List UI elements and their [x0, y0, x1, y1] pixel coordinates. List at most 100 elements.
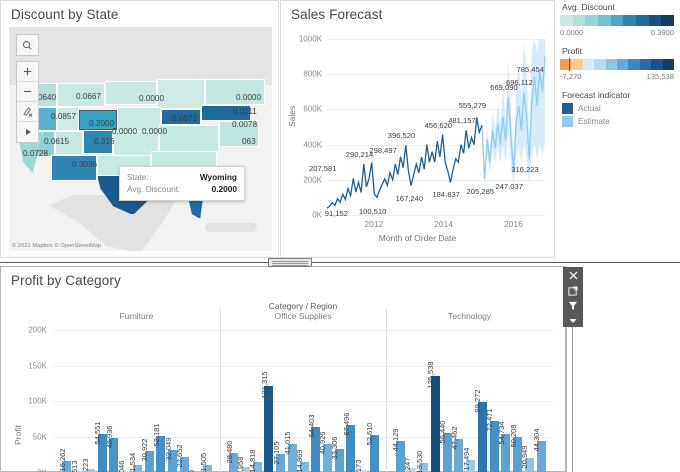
bar-value-label: 50,208: [508, 424, 518, 448]
ramp-step: [582, 59, 595, 70]
forecast-y-tick: 400K: [303, 140, 322, 150]
profit-min: -7,270: [560, 72, 582, 81]
state-value-label: 0.0728: [23, 149, 49, 158]
state-value-label: 0.0000: [142, 127, 168, 136]
ramp-step: [628, 59, 640, 70]
profit-bar[interactable]: 28,480: [225, 440, 239, 472]
profit-bar[interactable]: 22,652: [175, 444, 189, 472]
dropdown-icon[interactable]: [565, 314, 581, 327]
state-mt[interactable]: [57, 83, 105, 107]
gridline: [327, 109, 545, 111]
profit-bar[interactable]: 33,306: [330, 437, 344, 472]
category-group-header: Office Supplies: [274, 311, 332, 321]
profit-bar[interactable]: 6,223: [81, 458, 95, 472]
state-value-label: 0.0615: [44, 137, 70, 146]
bar-value-label: 135,538: [426, 361, 436, 389]
zoom-in-icon[interactable]: [17, 62, 38, 82]
profit-bar[interactable]: 72,471: [485, 409, 499, 472]
state-va-nc[interactable]: [219, 121, 259, 147]
profit-bar[interactable]: 52,610: [365, 423, 379, 472]
discount-color-ramp[interactable]: [560, 15, 675, 26]
profit-panel-title: Profit by Category: [11, 273, 121, 288]
ramp-step: [605, 59, 618, 70]
profit-bar[interactable]: 47,462: [450, 427, 464, 472]
resize-handle[interactable]: [268, 258, 312, 267]
state-id[interactable]: [57, 107, 79, 131]
state-midatlantic[interactable]: [159, 125, 219, 153]
profit-bar[interactable]: 4,173: [354, 460, 368, 472]
state-az-nm[interactable]: [51, 155, 97, 181]
profit-bar[interactable]: 48,936: [105, 425, 119, 472]
profit-bar[interactable]: 32,049: [164, 438, 178, 472]
profit-bar[interactable]: 54,551: [93, 421, 107, 472]
actual-swatch: [562, 103, 573, 114]
profit-bar[interactable]: 17,494: [462, 448, 476, 472]
state-value-label: 0.0857: [51, 112, 77, 121]
state-ne-states[interactable]: [205, 79, 265, 105]
profit-bar[interactable]: 7,958: [236, 457, 250, 472]
close-icon[interactable]: [565, 269, 581, 282]
profit-bar[interactable]: 52,181: [152, 423, 166, 472]
profit-bar[interactable]: 99,272: [473, 389, 487, 472]
ramp-step: [610, 15, 624, 26]
map-canvas[interactable]: 0.0640 0.0667 0.0857 0.2000 0.0000 0.0000 0.00…: [9, 27, 272, 251]
profit-bar[interactable]: 54,734: [497, 421, 511, 472]
legend-item-estimate[interactable]: Estimate: [562, 116, 678, 127]
clear-selection-icon[interactable]: [17, 102, 38, 122]
forecast-value-label: 167,240: [395, 193, 424, 203]
legend-item-actual[interactable]: Actual: [562, 103, 678, 114]
profit-bar[interactable]: 44,304: [532, 429, 546, 472]
profit-bar[interactable]: 20,949: [520, 446, 534, 472]
state-pa-ny[interactable]: [201, 105, 251, 121]
profit-bar[interactable]: 50,208: [509, 425, 523, 472]
profit-bar[interactable]: 16,262: [58, 449, 72, 472]
state-wi-mi[interactable]: [157, 79, 205, 109]
map-attribution: © 2021 Mapbox © OpenStreetMap: [12, 243, 102, 249]
filter-icon[interactable]: [565, 299, 581, 312]
profit-bar[interactable]: 41,015: [283, 431, 297, 472]
profit-bar[interactable]: 56,440: [438, 420, 452, 472]
forecast-value-label: 298,497: [369, 146, 397, 156]
gridline: [327, 144, 545, 146]
forecast-y-tick: 1000K: [298, 34, 322, 44]
bar-value-label: 52,610: [365, 422, 375, 446]
profit-bar[interactable]: 13,530: [415, 451, 429, 472]
bar-value-label: 33,306: [330, 436, 340, 460]
forecast-y-tick: 200K: [303, 175, 322, 185]
profit-bar[interactable]: 11,505: [199, 453, 213, 472]
category-group-header: Technology: [448, 311, 492, 321]
estimate-label: Estimate: [578, 117, 610, 126]
search-icon[interactable]: [17, 35, 38, 55]
profit-bar[interactable]: 14,818: [248, 450, 262, 472]
profit-color-ramp[interactable]: [560, 58, 675, 71]
state-il-oh[interactable]: [161, 109, 201, 125]
state-wy-selected[interactable]: [79, 110, 117, 130]
expand-icon[interactable]: [17, 122, 38, 142]
state-sd-ia[interactable]: [117, 107, 161, 133]
profit-bar[interactable]: 40,926: [318, 431, 332, 472]
forecast-value-label: 184,837: [432, 190, 460, 200]
profit-bar[interactable]: 30,922: [140, 438, 154, 472]
profit-bar[interactable]: 121,315: [260, 372, 274, 472]
profit-bar[interactable]: 7,247: [403, 457, 417, 472]
forecast-panel-title: Sales Forecast: [291, 7, 383, 22]
state-co[interactable]: [83, 130, 113, 154]
discount-max: 0.3900: [650, 28, 674, 37]
forecast-plot-area[interactable]: 0K 200K 400K 600K 800K 1000K 207,581 91,152 290…: [299, 35, 546, 229]
profit-bar[interactable]: 27,105: [272, 441, 285, 472]
profit-bar[interactable]: 44,129: [391, 429, 405, 472]
gridline: [53, 365, 553, 367]
state-ut-co[interactable]: [55, 131, 83, 155]
state-value-label: 0.0000: [112, 127, 138, 136]
profit-bar[interactable]: 135,538: [426, 361, 440, 472]
profit-bar[interactable]: 11,534: [128, 453, 142, 472]
state-nd-mn[interactable]: [105, 81, 157, 105]
profit-bar[interactable]: 3,046: [117, 460, 131, 472]
profit-bar[interactable]: 67,496: [342, 412, 356, 472]
zoom-out-icon[interactable]: [17, 82, 38, 102]
state-value-label: 0.0000: [139, 94, 165, 103]
popout-icon[interactable]: [565, 284, 581, 297]
profit-bar[interactable]: 64,403: [307, 414, 321, 472]
profit-bar[interactable]: 14,869: [295, 450, 309, 472]
